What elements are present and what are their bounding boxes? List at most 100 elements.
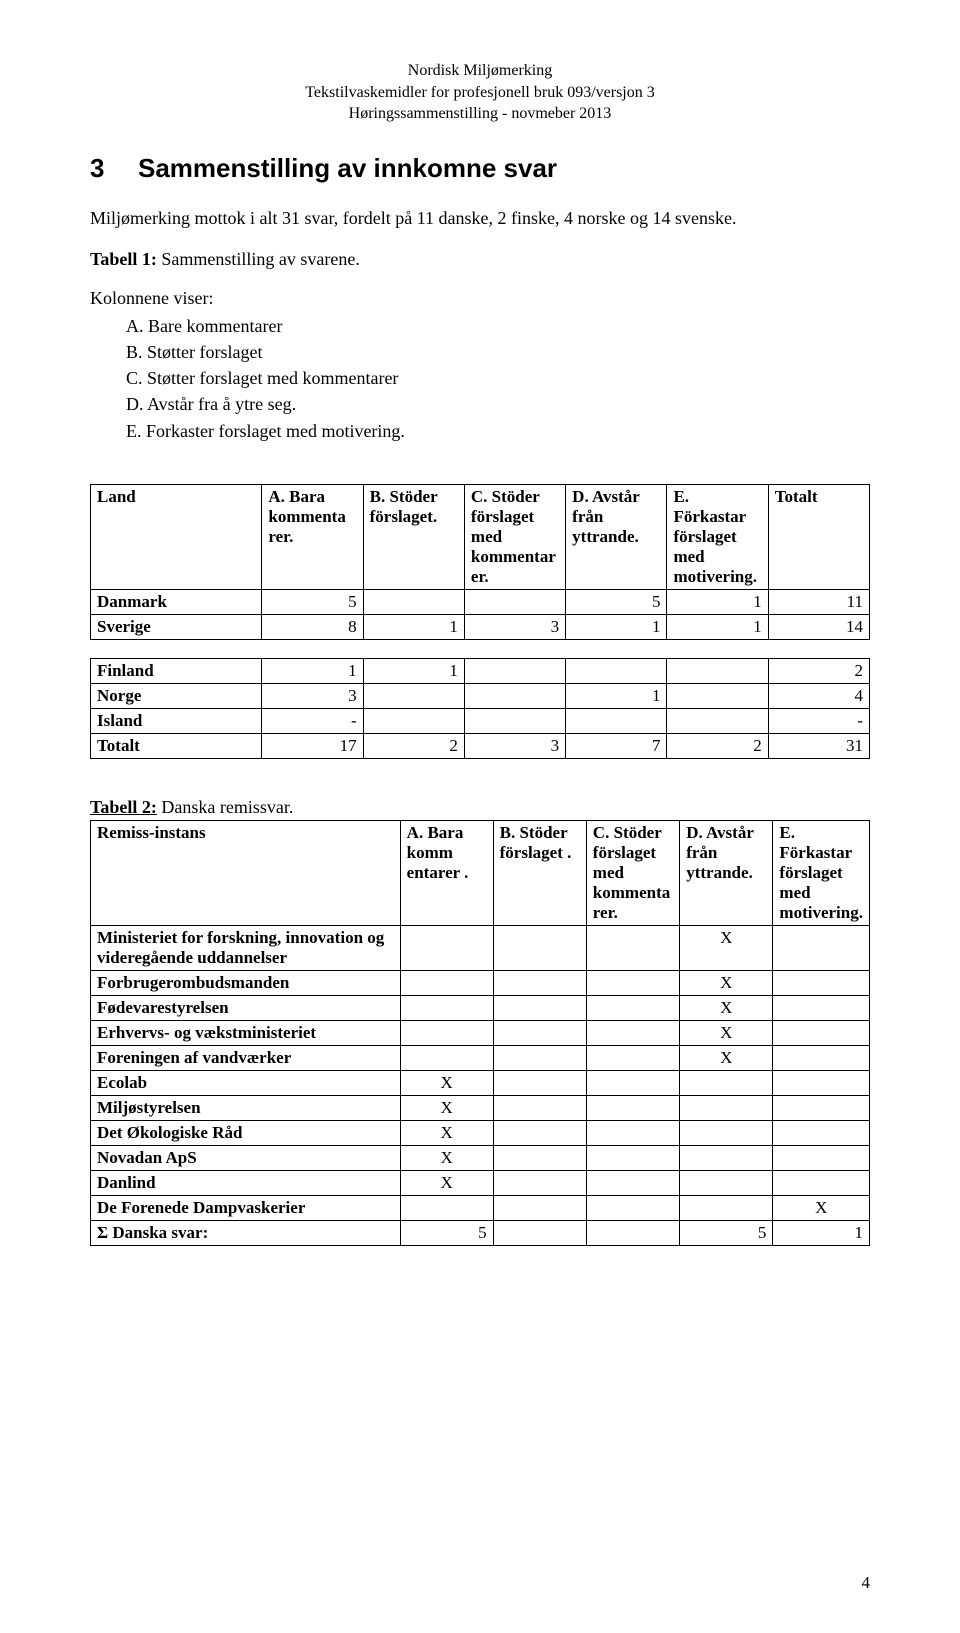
td-name: Foreningen af vandværker: [91, 1045, 401, 1070]
td-land: Danmark: [91, 589, 262, 614]
td-land: Sverige: [91, 614, 262, 639]
td-a: 8: [262, 614, 363, 639]
td-c: [464, 589, 565, 614]
header-line-1: Nordisk Miljømerking: [90, 60, 870, 82]
td-a: [400, 1195, 493, 1220]
table-header-row: Land A. Bara kommenta rer. B. Stöder för…: [91, 484, 870, 589]
td-b: [493, 995, 586, 1020]
intro-paragraph: Miljømerking mottok i alt 31 svar, forde…: [90, 206, 870, 231]
th-b: B. Stöder förslaget .: [493, 820, 586, 925]
td-b: [493, 1120, 586, 1145]
td-e: [773, 995, 870, 1020]
td-b: [363, 683, 464, 708]
table-row: Erhvervs- og vækstministeriet X: [91, 1020, 870, 1045]
td-c: [586, 1195, 679, 1220]
td-b: [363, 708, 464, 733]
td-b: [493, 1020, 586, 1045]
table-row-sum: Σ Danska svar: 5 5 1: [91, 1220, 870, 1245]
td-d: 5: [566, 589, 667, 614]
td-e: 2: [667, 733, 768, 758]
td-e: [667, 708, 768, 733]
td-b: [493, 1220, 586, 1245]
option-b: B. Støtter forslaget: [90, 339, 870, 365]
td-b: [363, 589, 464, 614]
td-a: [400, 1020, 493, 1045]
td-name: Ministeriet for forskning, innovation og…: [91, 925, 401, 970]
td-d: X: [680, 995, 773, 1020]
td-b: [493, 1170, 586, 1195]
td-d: [566, 708, 667, 733]
td-e: 1: [667, 614, 768, 639]
td-name: Forbrugerombudsmanden: [91, 970, 401, 995]
th-d: D. Avstår från yttrande.: [566, 484, 667, 589]
td-a: 5: [400, 1220, 493, 1245]
td-e: 1: [773, 1220, 870, 1245]
td-b: [493, 970, 586, 995]
td-e: 1: [667, 589, 768, 614]
td-name: Ecolab: [91, 1070, 401, 1095]
td-a: X: [400, 1170, 493, 1195]
td-name: Danlind: [91, 1170, 401, 1195]
td-e: X: [773, 1195, 870, 1220]
td-b: [493, 1045, 586, 1070]
options-list: A. Bare kommentarer B. Støtter forslaget…: [90, 313, 870, 443]
td-name: De Forenede Dampvaskerier: [91, 1195, 401, 1220]
td-e: [773, 1070, 870, 1095]
td-c: [586, 995, 679, 1020]
td-c: [586, 1020, 679, 1045]
td-e: [773, 1170, 870, 1195]
td-name: Novadan ApS: [91, 1145, 401, 1170]
table2: Remiss-instans A. Bara komm entarer . B.…: [90, 820, 870, 1246]
td-land: Totalt: [91, 733, 262, 758]
td-c: [464, 658, 565, 683]
td-name: Det Økologiske Råd: [91, 1120, 401, 1145]
th-c: C. Stöder förslaget med kommentar er.: [464, 484, 565, 589]
th-totalt: Totalt: [768, 484, 869, 589]
td-b: [493, 1095, 586, 1120]
td-d: 7: [566, 733, 667, 758]
td-a: -: [262, 708, 363, 733]
doc-header: Nordisk Miljømerking Tekstilvaskemidler …: [90, 60, 870, 125]
td-a: 17: [262, 733, 363, 758]
td-e: [667, 683, 768, 708]
table-row: Ecolab X: [91, 1070, 870, 1095]
td-d: 1: [566, 683, 667, 708]
tabell2-caption: Tabell 2: Danska remissvar.: [90, 797, 870, 818]
td-c: [464, 708, 565, 733]
td-b: 1: [363, 658, 464, 683]
td-e: [773, 1095, 870, 1120]
table-row: Danlind X: [91, 1170, 870, 1195]
th-a: A. Bara kommenta rer.: [262, 484, 363, 589]
th-b: B. Stöder förslaget.: [363, 484, 464, 589]
table-row: Finland 1 1 2: [91, 658, 870, 683]
section-heading: 3Sammenstilling av innkomne svar: [90, 153, 870, 184]
option-c: C. Støtter forslaget med kommentarer: [90, 365, 870, 391]
td-total: 14: [768, 614, 869, 639]
table-row: Foreningen af vandværker X: [91, 1045, 870, 1070]
table1-bottom: Finland 1 1 2 Norge 3 1 4 Island - -: [90, 658, 870, 759]
table-row: Det Økologiske Råd X: [91, 1120, 870, 1145]
header-line-2: Tekstilvaskemidler for profesjonell bruk…: [90, 82, 870, 104]
td-e: [773, 925, 870, 970]
td-a: [400, 925, 493, 970]
table-row: Novadan ApS X: [91, 1145, 870, 1170]
td-c: [586, 1220, 679, 1245]
td-b: 2: [363, 733, 464, 758]
td-name: Σ Danska svar:: [91, 1220, 401, 1245]
th-d: D. Avstår från yttrande.: [680, 820, 773, 925]
td-name: Miljøstyrelsen: [91, 1095, 401, 1120]
td-a: [400, 970, 493, 995]
td-c: [586, 1045, 679, 1070]
td-c: [586, 1120, 679, 1145]
td-c: [586, 970, 679, 995]
td-b: [493, 1145, 586, 1170]
td-c: 3: [464, 733, 565, 758]
td-d: [680, 1070, 773, 1095]
table-row: Fødevarestyrelsen X: [91, 995, 870, 1020]
td-land: Norge: [91, 683, 262, 708]
page-number: 4: [862, 1573, 871, 1593]
td-c: [586, 1070, 679, 1095]
td-d: [680, 1120, 773, 1145]
td-e: [667, 658, 768, 683]
header-line-3: Høringssammenstilling - novmeber 2013: [90, 103, 870, 125]
